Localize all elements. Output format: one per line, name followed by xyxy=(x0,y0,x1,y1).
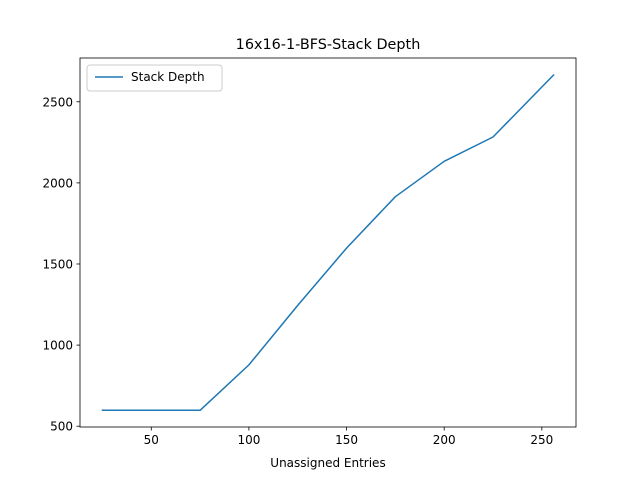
x-tick-label: 250 xyxy=(530,433,553,447)
x-tick-label: 50 xyxy=(144,433,159,447)
x-tick-label: 150 xyxy=(335,433,358,447)
legend-frame xyxy=(86,64,223,92)
y-axis-ticks: 500 1000 1500 2000 2500 xyxy=(42,95,80,434)
chart-title: 16x16-1-BFS-Stack Depth xyxy=(236,37,421,53)
plot-area xyxy=(80,58,576,427)
legend: Stack Depth xyxy=(86,64,223,92)
x-axis-ticks: 50 100 150 200 250 xyxy=(144,427,553,447)
y-tick-label: 500 xyxy=(50,420,73,434)
legend-label-stack-depth: Stack Depth xyxy=(131,70,205,84)
y-tick-label: 2500 xyxy=(42,95,73,109)
series-line-stack-depth xyxy=(101,73,555,412)
y-tick-label: 2000 xyxy=(42,176,73,190)
x-tick-label: 100 xyxy=(237,433,260,447)
y-tick-label: 1000 xyxy=(42,339,73,353)
series-layer xyxy=(101,73,555,412)
x-tick-label: 200 xyxy=(433,433,456,447)
y-tick-label: 1500 xyxy=(42,257,73,271)
plot-frame xyxy=(79,57,577,428)
x-axis-label: Unassigned Entries xyxy=(270,456,385,470)
